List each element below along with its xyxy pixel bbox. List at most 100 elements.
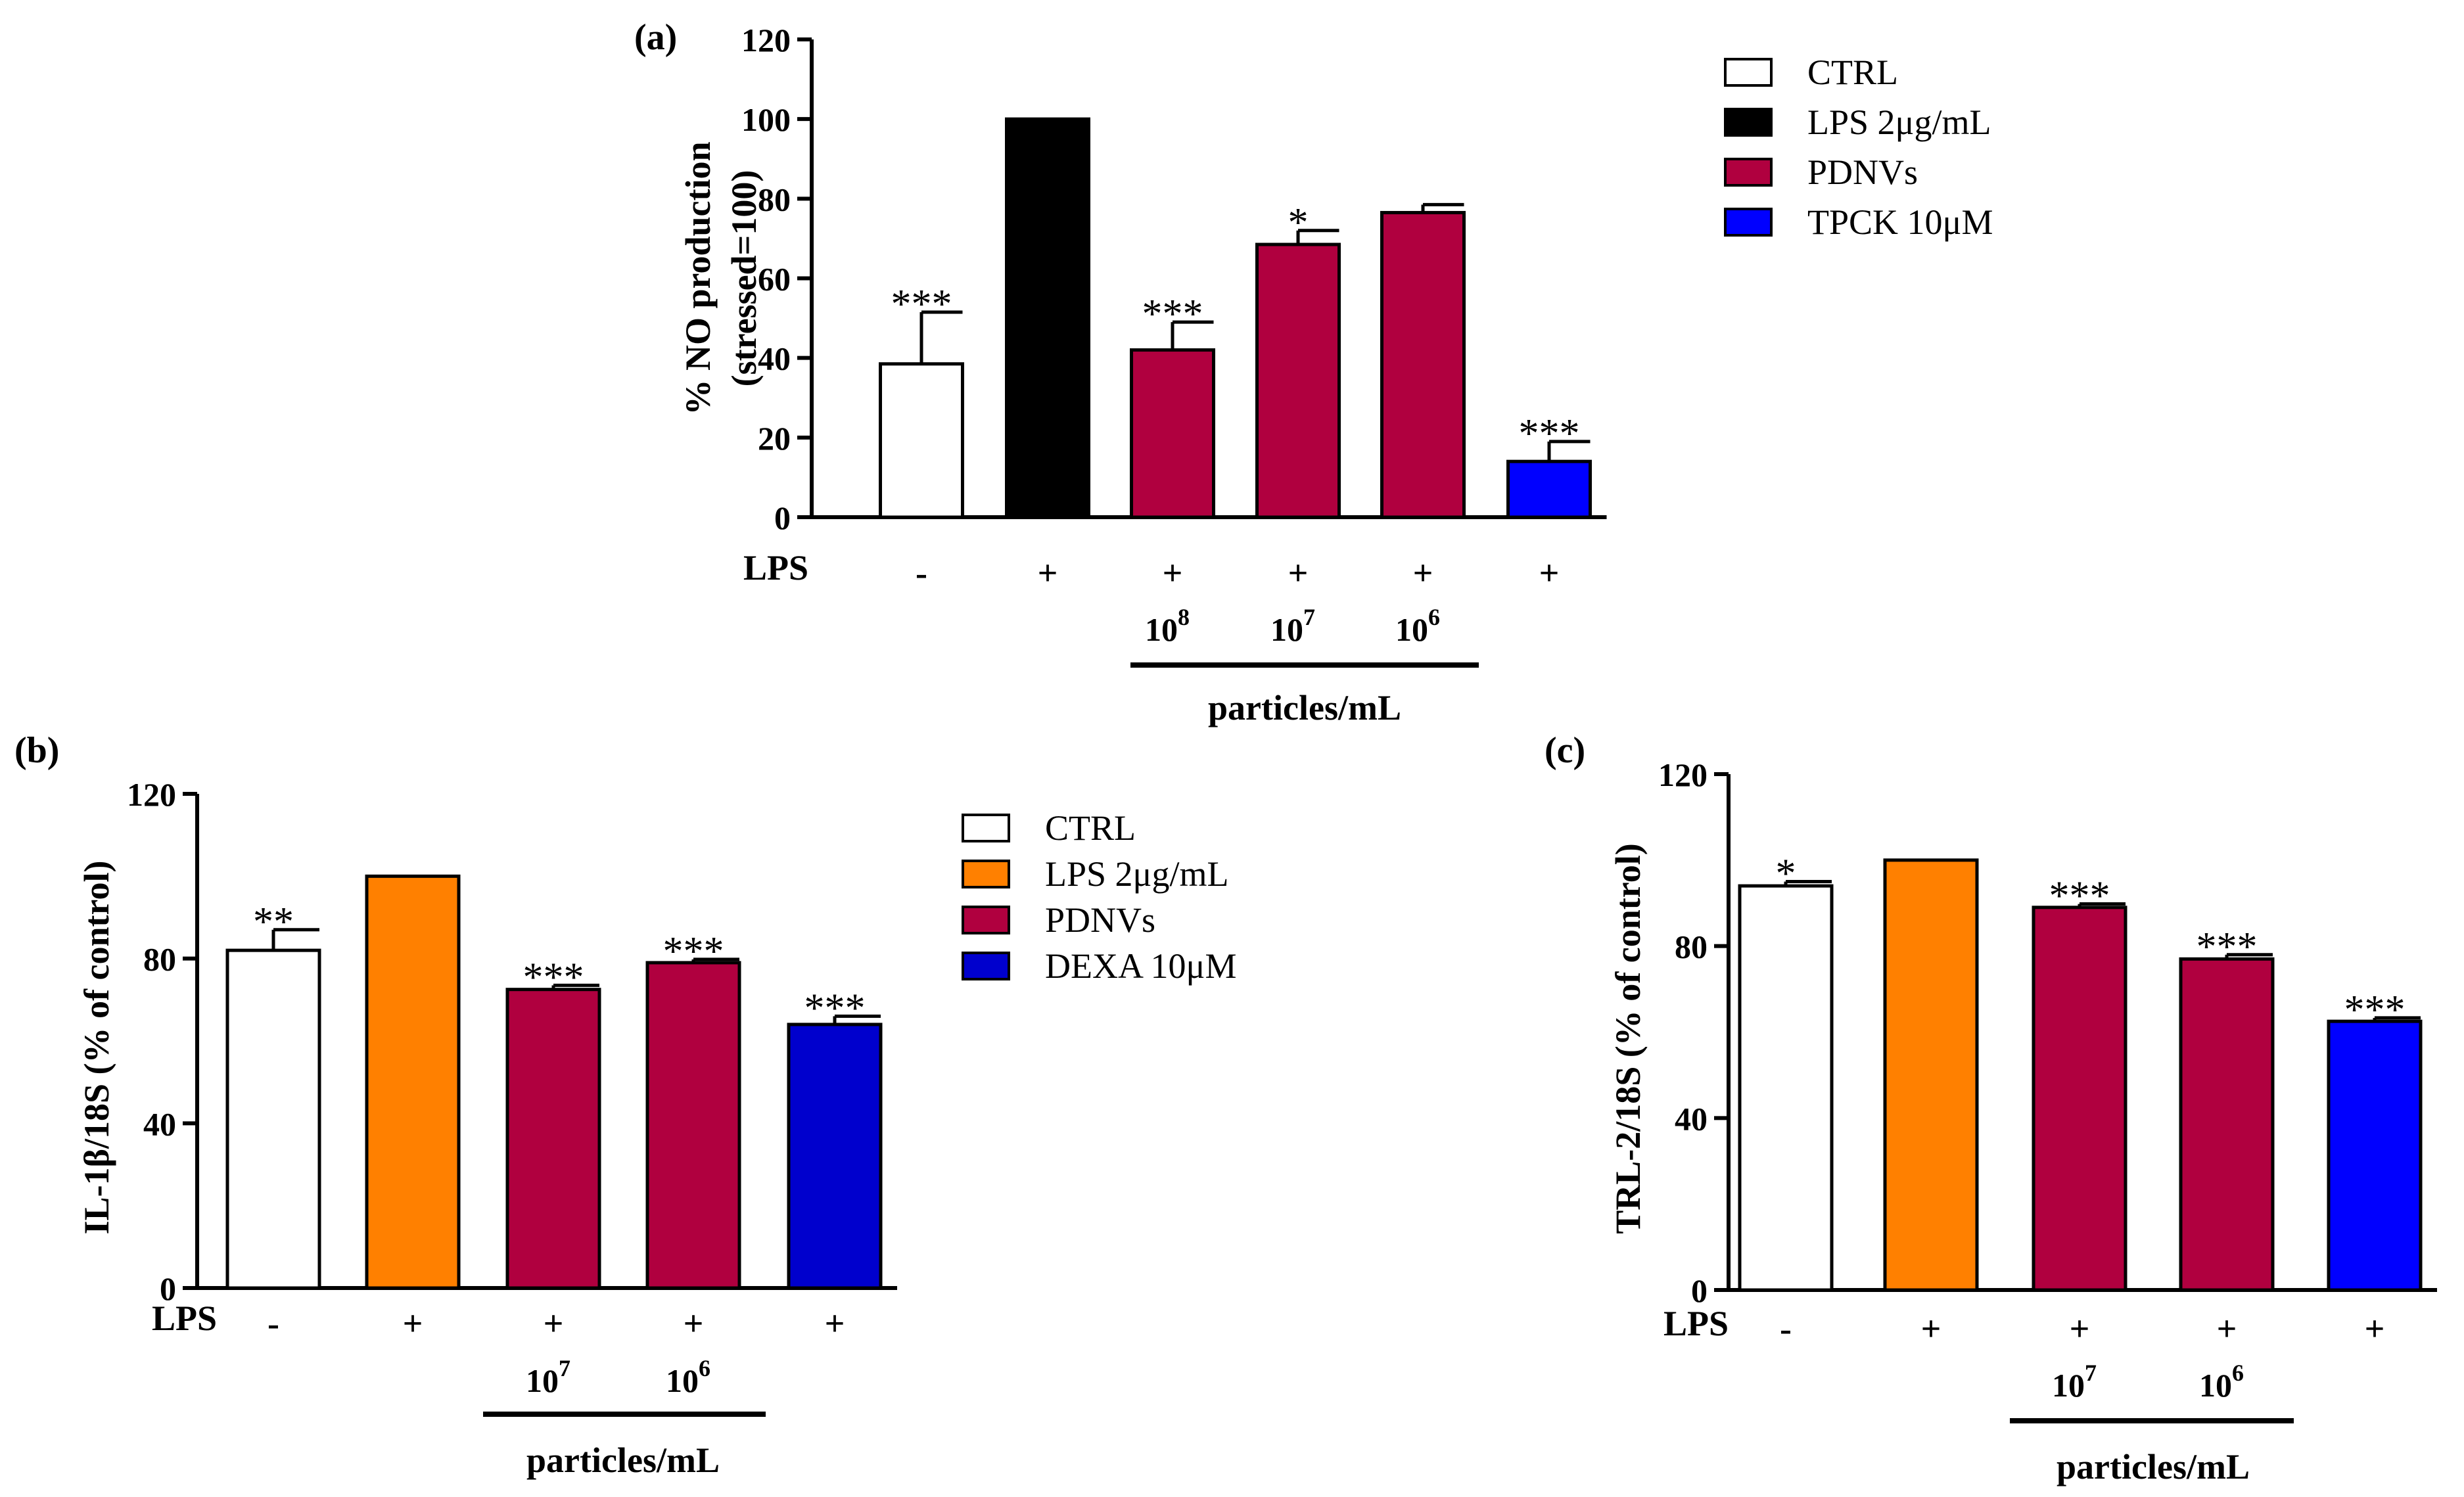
significance-marker: ***: [523, 955, 584, 1000]
lps-sign: +: [1288, 553, 1309, 593]
lps-sign: +: [1413, 553, 1433, 593]
dose-label: 106: [666, 1355, 710, 1399]
lps-sign: +: [1539, 553, 1560, 593]
y-axis-label-line2: (stressed=100): [724, 170, 764, 387]
legend-swatch: [1724, 108, 1773, 137]
significance-marker: ***: [804, 986, 866, 1030]
panel-label: (a): [634, 17, 677, 58]
y-tick-label: 80: [758, 181, 791, 218]
significance-marker: *: [1776, 852, 1796, 896]
dose-label: 107: [2052, 1360, 2097, 1404]
lps-sign: +: [1038, 553, 1058, 593]
lps-sign: +: [2070, 1309, 2090, 1348]
significance-marker: ***: [2344, 988, 2406, 1032]
lps-sign: +: [825, 1304, 845, 1343]
chart-panel-2: (c) 0 40 80 120 TRL-2/18S (% of control) * - + **…: [1545, 730, 2437, 1486]
bar: [1380, 211, 1466, 519]
legend-label: CTRL: [1807, 53, 1898, 92]
y-tick-label: 80: [1675, 929, 1708, 965]
significance-marker: *: [1288, 200, 1309, 245]
legend-label: LPS 2μg/mL: [1045, 854, 1229, 894]
bar: [1506, 459, 1592, 519]
unit-label: particles/mL: [2057, 1447, 2250, 1486]
dose-label: 108: [1145, 604, 1190, 648]
dose-label: 106: [2199, 1360, 2244, 1404]
bar: [2179, 957, 2275, 1292]
significance-marker: ***: [2049, 874, 2110, 919]
y-axis-label: % NO production: [678, 141, 718, 415]
y-tick-label: 80: [143, 941, 176, 978]
unit-label: particles/mL: [1208, 688, 1401, 727]
lps-row-label: LPS: [152, 1299, 217, 1338]
significance-marker: ***: [1142, 292, 1203, 336]
significance-marker: **: [253, 900, 294, 944]
dose-label: 107: [1270, 604, 1315, 648]
significance-marker: ***: [2197, 925, 2258, 969]
lps-sign: +: [1163, 553, 1183, 593]
legend-swatch: [962, 860, 1010, 888]
y-tick-label: 20: [758, 420, 791, 457]
legend: CTRL LPS 2μg/mL PDNVs TPCK 10μM: [1724, 53, 1993, 242]
lps-sign: +: [1921, 1309, 1941, 1348]
lps-row-label: LPS: [743, 548, 808, 587]
bar: [225, 948, 321, 1290]
lps-sign: +: [544, 1304, 564, 1343]
bar: [1005, 117, 1090, 519]
bar: [645, 961, 741, 1290]
legend-label: CTRL: [1045, 808, 1136, 848]
y-tick-label: 0: [160, 1270, 176, 1307]
bar: [787, 1023, 883, 1290]
y-tick-label: 40: [143, 1105, 176, 1142]
lps-row-label: LPS: [1663, 1304, 1729, 1343]
bar: [505, 988, 601, 1290]
y-tick-label: 0: [1691, 1272, 1708, 1309]
significance-marker: ***: [663, 929, 724, 974]
significance-marker: ***: [1519, 411, 1580, 456]
lps-sign: +: [2217, 1309, 2237, 1348]
bar: [2327, 1019, 2423, 1292]
legend-swatch: [1724, 208, 1773, 237]
bar: [1255, 242, 1341, 519]
legend-label: LPS 2μg/mL: [1807, 103, 1991, 142]
y-tick-label: 100: [741, 101, 791, 138]
chart-panel-0: (a) 0 20 40 60 80 100 120 % NO production (stress…: [634, 17, 1993, 727]
y-tick-label: 0: [774, 499, 791, 536]
legend-label: PDNVs: [1807, 152, 1918, 192]
legend: CTRL LPS 2μg/mL PDNVs DEXA 10μM: [962, 808, 1236, 986]
bar: [1738, 884, 1834, 1292]
legend-swatch: [1724, 158, 1773, 187]
bar: [879, 362, 964, 519]
y-tick-label: 120: [127, 776, 176, 813]
legend-label: TPCK 10μM: [1807, 202, 1993, 242]
y-axis-label: IL-1β/18S (% of control): [77, 861, 116, 1235]
lps-sign: +: [684, 1304, 704, 1343]
legend-label: DEXA 10μM: [1045, 946, 1236, 986]
dose-label: 107: [526, 1355, 570, 1399]
legend-swatch: [962, 814, 1010, 842]
legend-swatch: [1724, 58, 1773, 87]
panel-label: (b): [14, 730, 59, 771]
bar: [2032, 906, 2127, 1292]
lps-sign: +: [2365, 1309, 2385, 1348]
y-tick-label: 120: [1658, 756, 1708, 793]
legend-swatch: [962, 906, 1010, 934]
dose-label: 106: [1395, 604, 1440, 648]
bar: [365, 874, 461, 1290]
y-axis-label: TRL-2/18S (% of control): [1608, 843, 1648, 1233]
legend-swatch: [962, 952, 1010, 980]
y-tick-label: 120: [741, 22, 791, 58]
lps-sign: +: [403, 1304, 423, 1343]
y-tick-label: 60: [758, 261, 791, 298]
y-tick-label: 40: [758, 340, 791, 377]
unit-label: particles/mL: [526, 1440, 720, 1480]
legend-label: PDNVs: [1045, 900, 1155, 940]
bar: [1130, 348, 1215, 519]
chart-panel-1: (b) 0 40 80 120 IL-1β/18S (% of control) ** - + *…: [14, 730, 1236, 1480]
bar: [1883, 858, 1979, 1292]
lps-sign: -: [267, 1304, 279, 1343]
lps-sign: -: [1780, 1309, 1792, 1348]
panel-label: (c): [1545, 730, 1585, 771]
y-tick-label: 40: [1675, 1100, 1708, 1137]
lps-sign: -: [916, 553, 927, 593]
